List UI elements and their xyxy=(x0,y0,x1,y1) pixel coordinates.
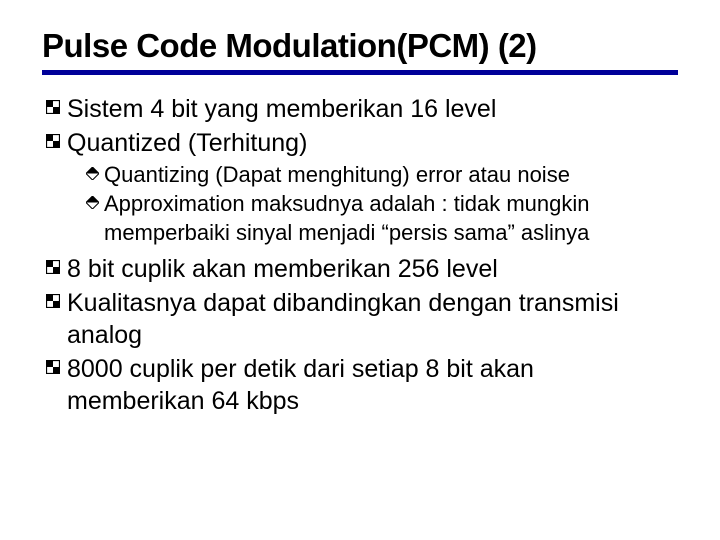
slide-container: Pulse Code Modulation(PCM) (2) Sistem 4 … xyxy=(0,0,720,540)
bullet-level2: Approximation maksudnya adalah : tidak m… xyxy=(86,190,678,246)
slide-title: Pulse Code Modulation(PCM) (2) xyxy=(42,28,678,70)
bullet-level1: 8 bit cuplik akan memberikan 256 level xyxy=(46,253,678,285)
square-bullet-icon xyxy=(46,100,60,114)
slide-body: Sistem 4 bit yang memberikan 16 levelQua… xyxy=(42,75,678,416)
bullet-level1: Sistem 4 bit yang memberikan 16 level xyxy=(46,93,678,125)
bullet-text: Sistem 4 bit yang memberikan 16 level xyxy=(67,93,678,125)
bullet-text: Quantized (Terhitung) xyxy=(67,127,678,159)
bullet-text: 8 bit cuplik akan memberikan 256 level xyxy=(67,253,678,285)
square-bullet-icon xyxy=(46,134,60,148)
square-bullet-icon xyxy=(46,260,60,274)
bullet-text: Quantizing (Dapat menghitung) error atau… xyxy=(104,161,678,189)
bullet-text: 8000 cuplik per detik dari setiap 8 bit … xyxy=(67,353,678,417)
diamond-bullet-icon xyxy=(86,196,99,209)
bullet-text: Kualitasnya dapat dibandingkan dengan tr… xyxy=(67,287,678,351)
bullet-level1: Kualitasnya dapat dibandingkan dengan tr… xyxy=(46,287,678,351)
bullet-text: Approximation maksudnya adalah : tidak m… xyxy=(104,190,678,246)
bullet-level2: Quantizing (Dapat menghitung) error atau… xyxy=(86,161,678,189)
square-bullet-icon xyxy=(46,360,60,374)
diamond-bullet-icon xyxy=(86,167,99,180)
square-bullet-icon xyxy=(46,294,60,308)
bullet-level1: 8000 cuplik per detik dari setiap 8 bit … xyxy=(46,353,678,417)
title-wrap: Pulse Code Modulation(PCM) (2) xyxy=(42,28,678,75)
sub-bullet-group: Quantizing (Dapat menghitung) error atau… xyxy=(46,161,678,246)
bullet-level1: Quantized (Terhitung) xyxy=(46,127,678,159)
